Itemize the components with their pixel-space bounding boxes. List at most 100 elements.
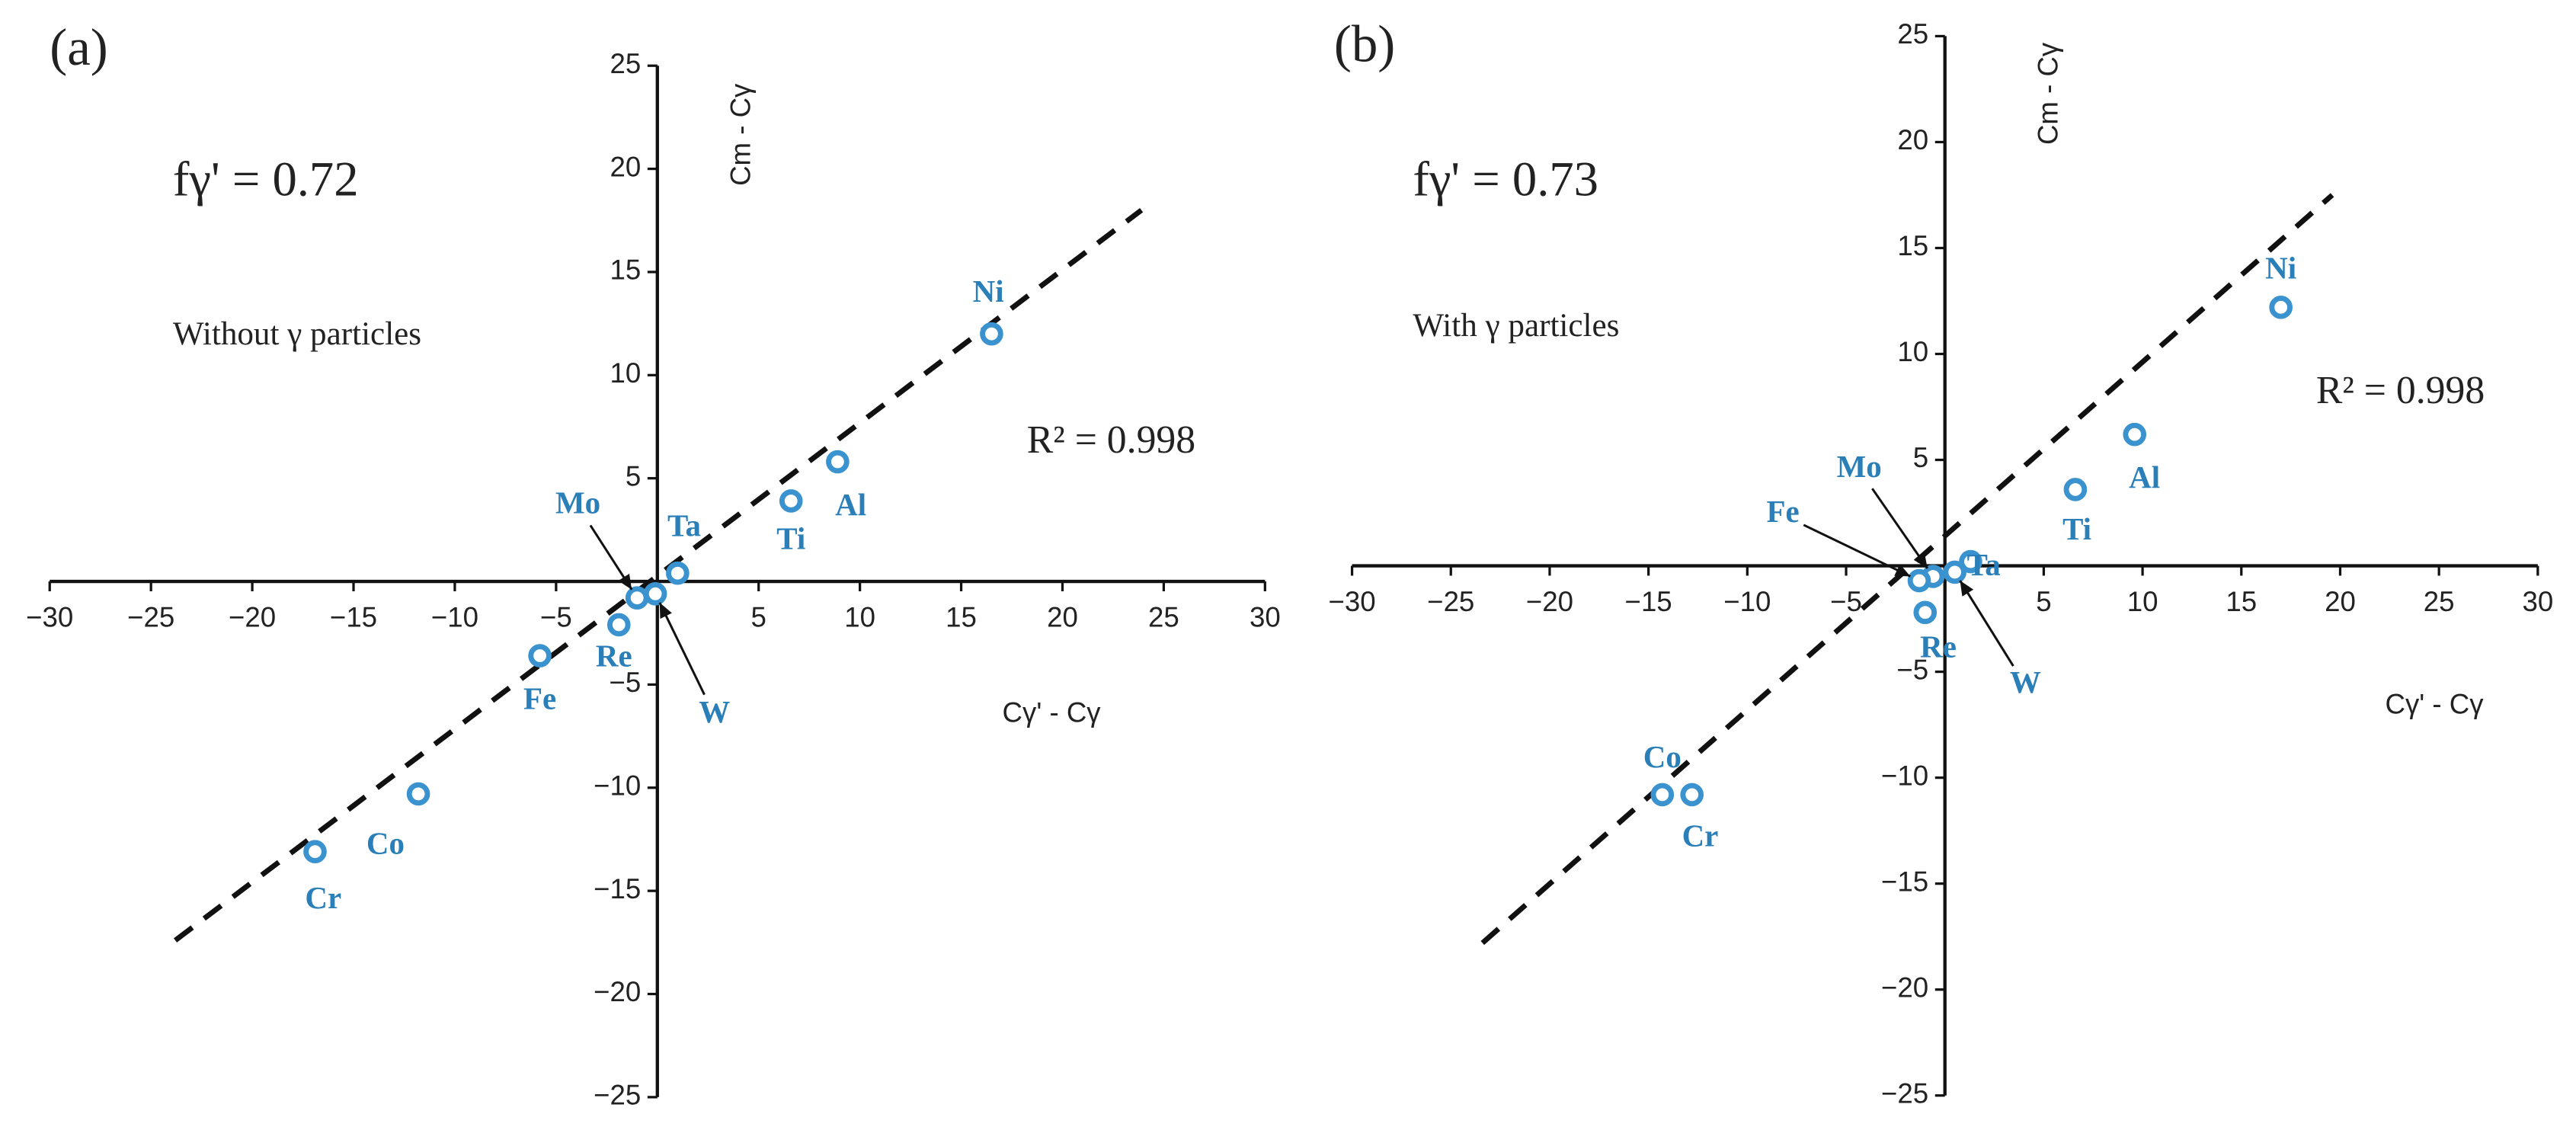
data-point: [666, 561, 690, 585]
x-tick-label: 10: [844, 601, 875, 632]
point-label: Ti: [2062, 512, 2091, 546]
y-tick-label: 10: [610, 357, 641, 389]
data-point: [1959, 549, 1982, 574]
y-tick-label: −10: [1881, 760, 1928, 791]
x-tick-label: −10: [431, 601, 478, 632]
x-tick-label: −30: [26, 601, 73, 632]
point-label: Al: [2129, 460, 2160, 495]
x-tick-label: 15: [946, 601, 977, 632]
point-label: W: [2010, 665, 2041, 699]
x-tick-label: −20: [229, 601, 276, 632]
y-tick-label: −25: [1881, 1077, 1928, 1109]
data-point: [625, 586, 649, 610]
x-tick-label: 20: [2325, 586, 2356, 617]
x-axis-label: Cγ' - Cγ: [2386, 689, 2485, 720]
x-tick-label: 25: [2424, 586, 2455, 617]
y-tick-label: −25: [594, 1080, 641, 1111]
x-tick-label: −5: [1830, 586, 1862, 617]
y-tick-label: 25: [610, 48, 641, 79]
y-tick-label: 20: [1897, 124, 1928, 155]
point-label: Re: [1920, 630, 1957, 664]
x-tick-label: −15: [1625, 586, 1672, 617]
panel: −30 −25 −20 −15 −10 −5 5 10 15 20 25 30 25 20 15 10 5 −5 −…: [26, 18, 1281, 1111]
point-label: Cr: [305, 881, 341, 915]
y-tick-label: 20: [610, 151, 641, 182]
x-tick-label: 25: [1148, 601, 1179, 632]
x-tick-label: −25: [127, 601, 174, 632]
data-point: [1680, 783, 1704, 807]
y-tick-label: 10: [1897, 336, 1928, 367]
data-point: [2123, 422, 2147, 447]
x-tick-label: 30: [1250, 601, 1281, 632]
point-label: Mo: [555, 485, 600, 520]
label-arrow: [1959, 580, 2014, 667]
y-tick-label: −15: [1881, 866, 1928, 897]
point-label: Fe: [1766, 495, 1799, 529]
point-label: Co: [1643, 740, 1682, 774]
y-tick-label: −20: [594, 976, 641, 1007]
annotation: R² = 0.998: [2316, 369, 2485, 412]
data-point: [826, 450, 850, 474]
panel-label: (b): [1334, 14, 1395, 72]
y-tick-label: −5: [609, 667, 641, 698]
y-tick-label: −15: [594, 873, 641, 904]
data-point: [980, 322, 1003, 346]
x-tick-label: 30: [2522, 586, 2553, 617]
data-point: [779, 489, 803, 513]
point-label: Ni: [2265, 251, 2296, 285]
point-label: Ti: [776, 522, 805, 556]
y-tick-label: 5: [626, 460, 641, 491]
x-tick-label: −5: [540, 601, 572, 632]
point-label: Al: [835, 488, 866, 522]
annotation: Without γ particles: [173, 316, 421, 352]
data-point: [303, 840, 327, 864]
label-arrow: [658, 602, 706, 696]
x-tick-label: 15: [2226, 586, 2257, 617]
x-axis-label: Cγ' - Cγ: [1003, 696, 1102, 728]
x-tick-label: −10: [1723, 586, 1771, 617]
data-point: [1907, 568, 1931, 593]
y-axis-label: Cm - Cγ: [2032, 42, 2063, 145]
y-tick-label: 15: [1897, 230, 1928, 261]
y-tick-label: 5: [1913, 442, 1928, 473]
data-point: [606, 613, 631, 637]
point-label: Cr: [1682, 818, 1719, 853]
annotation: fγ' = 0.73: [1413, 151, 1598, 206]
data-point: [1650, 783, 1675, 807]
fit-line: [1480, 193, 2334, 946]
annotation: R² = 0.998: [1027, 418, 1195, 462]
point-label: Fe: [523, 681, 556, 715]
x-tick-label: −25: [1427, 586, 1474, 617]
data-point: [643, 581, 667, 606]
data-point: [1913, 600, 1938, 625]
point-label: Ta: [667, 508, 701, 543]
point-label: Mo: [1837, 450, 1882, 484]
point-label: Re: [596, 639, 632, 674]
label-arrow: [589, 524, 633, 591]
annotation: fγ' = 0.72: [173, 151, 359, 206]
point-label: Co: [366, 826, 405, 860]
y-tick-label: 25: [1897, 18, 1928, 50]
y-tick-label: −10: [594, 770, 641, 801]
panel-label: (a): [50, 18, 108, 76]
data-point: [2063, 478, 2088, 501]
data-point: [406, 782, 430, 806]
y-tick-label: 15: [610, 254, 641, 286]
x-tick-label: 10: [2127, 586, 2158, 617]
data-point: [528, 644, 552, 667]
fit-line: [173, 207, 1144, 943]
x-tick-label: 5: [751, 601, 766, 632]
x-tick-label: −30: [1328, 586, 1375, 617]
label-arrow: [1871, 488, 1929, 569]
x-tick-label: −15: [330, 601, 377, 632]
panel: −30 −25 −20 −15 −10 −5 5 10 15 20 25 30 25 20 15 10 5 −5 −…: [1328, 14, 2553, 1109]
label-arrow: [1803, 523, 1911, 578]
data-point: [2269, 296, 2293, 319]
y-tick-label: −5: [1896, 654, 1928, 685]
y-axis-label: Cm - Cγ: [725, 83, 757, 186]
x-tick-label: −20: [1526, 586, 1573, 617]
x-tick-label: 20: [1047, 601, 1078, 632]
point-label: Ta: [1967, 548, 2001, 582]
